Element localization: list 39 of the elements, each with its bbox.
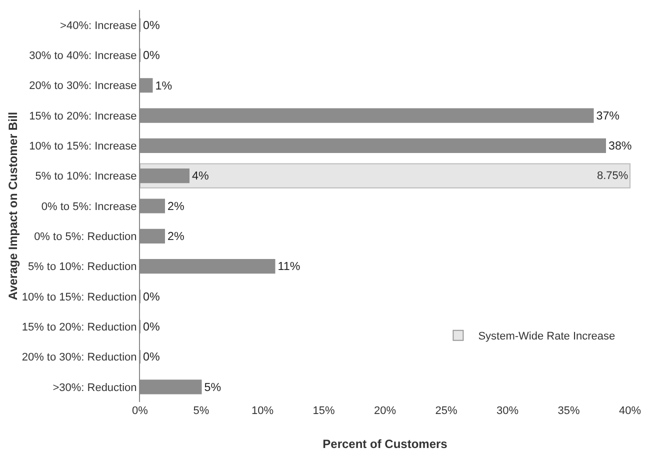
data-label: 0% [143, 18, 160, 32]
data-label: 2% [168, 200, 184, 213]
data-label: 4% [192, 170, 209, 183]
x-tick-label: 30% [496, 405, 519, 417]
x-tick-label: 20% [374, 405, 396, 417]
y-tick-label: >30%: Reduction [52, 382, 137, 394]
x-tick-label: 25% [435, 405, 458, 417]
x-axis-title: Percent of Customers [322, 437, 448, 451]
x-tick-label: 15% [312, 405, 335, 417]
data-label: 0% [143, 320, 160, 334]
x-tick-label: 40% [618, 405, 642, 417]
y-tick-label: 10% to 15%: Increase [29, 140, 137, 153]
annotation: 8.75% [597, 170, 628, 182]
x-tick-label: 35% [558, 405, 580, 417]
y-tick-label: >40%: Increase [60, 20, 137, 32]
y-tick-label: 5% to 10%: Increase [35, 170, 137, 183]
data-label: 0% [143, 290, 160, 304]
y-tick-label: 15% to 20%: Increase [29, 110, 137, 122]
y-tick-label: 10% to 15%: Reduction [22, 291, 137, 304]
y-tick-label: 0% to 5%: Reduction [34, 231, 137, 243]
y-tick-label: 15% to 20%: Reduction [22, 321, 137, 334]
data-label: 0% [143, 350, 160, 364]
y-tick-label: 20% to 30%: Reduction [22, 352, 137, 364]
legend-label: System-Wide Rate Increase [478, 330, 616, 343]
y-tick-label: 0% to 5%: Increase [41, 200, 137, 213]
y-axis-title: Average Impact on Customer Bill [6, 112, 20, 300]
x-tick-label: 0% [132, 405, 148, 417]
data-label: 38% [608, 140, 632, 153]
y-tick-label: 20% to 30%: Increase [29, 80, 137, 92]
x-tick-label: 5% [193, 405, 210, 417]
data-label: 11% [278, 260, 300, 274]
y-tick-label: 30% to 40%: Increase [29, 50, 137, 62]
x-tick-label: 10% [251, 405, 274, 417]
data-label: 2% [168, 230, 184, 244]
data-label: 37% [596, 109, 620, 122]
y-tick-label: 5% to 10%: Reduction [28, 261, 137, 274]
data-label: 5% [204, 380, 222, 394]
data-label: 0% [143, 49, 160, 62]
data-label: 1% [155, 79, 172, 92]
